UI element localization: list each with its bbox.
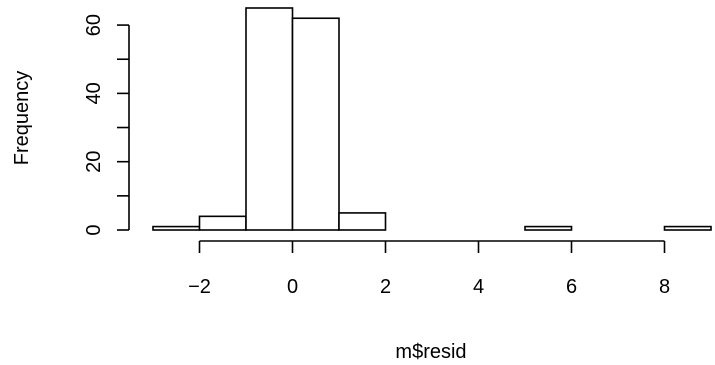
x-tick-label-5: 8 (659, 276, 670, 298)
x-axis: −2 0 2 4 6 8 (188, 240, 670, 298)
histogram-bar-0 (152, 225, 201, 231)
histogram-bar-11 (663, 225, 712, 231)
x-tick-label-3: 4 (473, 276, 484, 298)
x-axis-label: m$resid (395, 341, 466, 363)
y-tick-label-0: 0 (83, 224, 105, 235)
x-tick-label-4: 6 (566, 276, 577, 298)
histogram-bars (152, 7, 712, 231)
y-tick-label-1: 20 (83, 151, 105, 173)
y-axis-label: Frequency (11, 71, 33, 166)
histogram-bar-1 (198, 215, 247, 231)
y-axis: 0 20 40 60 (83, 14, 130, 236)
histogram-bar-8 (524, 225, 573, 231)
histogram-bar-4 (338, 212, 387, 231)
y-tick-label-2: 40 (83, 82, 105, 104)
y-tick-label-3: 60 (83, 14, 105, 36)
histogram-bar-3 (291, 17, 340, 231)
x-tick-label-0: −2 (188, 276, 211, 298)
x-tick-label-1: 0 (287, 276, 298, 298)
x-tick-label-2: 2 (380, 276, 391, 298)
histogram-bar-2 (245, 7, 294, 231)
